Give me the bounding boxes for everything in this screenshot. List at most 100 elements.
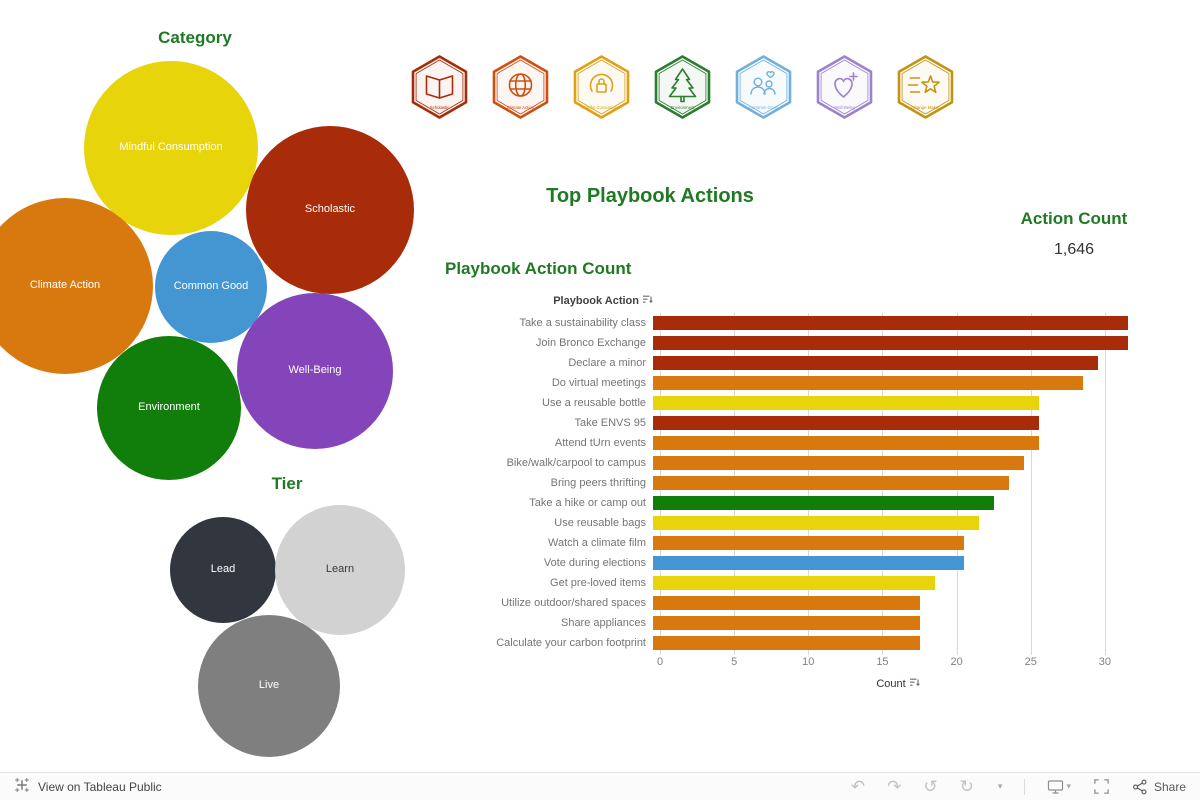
bar-label: Attend tUrn events [554,437,646,449]
bubble-well-being[interactable]: Well-Being [237,293,393,449]
refresh-icon[interactable]: ↻ [959,777,974,796]
badge-environment: Environment [651,54,714,120]
hexagon-inner [901,59,950,115]
badge-label: Climate Action [507,105,535,110]
gridline [1104,313,1106,655]
bubble-environment[interactable]: Environment [97,336,241,480]
footer-toolbar: View on Tableau Public ↶ ↷ ↺ ↻ ▾ ▾ Share [0,772,1200,800]
badge-well-being: Well-Being [813,54,876,120]
bar-label: Use reusable bags [554,517,646,529]
bar[interactable] [653,376,1084,390]
hexagon-inner [658,59,707,115]
x-ticks: 0 5 10 15 20 25 30 [657,653,1145,669]
bubble-scholastic[interactable]: Scholastic [246,126,414,294]
bar-label: Get pre-loved items [550,577,646,589]
badge-scholastic: Scholastic [408,54,471,120]
share-button[interactable]: Share [1132,779,1186,795]
chevron-down-icon: ▾ [1066,781,1071,791]
replay-icon[interactable]: ↺ [923,777,938,796]
hexagon-inner [820,59,869,115]
bar[interactable] [653,396,1039,410]
bar-label: Use a reusable bottle [542,397,646,409]
sort-icon[interactable] [642,294,653,308]
bar[interactable] [653,636,920,650]
bubble-mindful-consumption[interactable]: Mindful Consumption [84,61,258,235]
bubble-lead[interactable]: Lead [170,517,276,623]
sort-icon[interactable] [909,677,920,691]
hexagon-inner [496,59,545,115]
bar-chart-row: Get pre-loved items [433,573,1145,593]
bar[interactable] [653,456,1024,470]
bar-chart-row: Join Bronco Exchange [433,333,1145,353]
bar[interactable] [653,596,920,610]
bar-track [653,576,1145,590]
hexagon-outline [654,55,711,119]
bubble-label: Climate Action [29,279,101,292]
bar[interactable] [653,576,935,590]
bar[interactable] [653,616,920,630]
column-header-label: Playbook Action [553,295,639,307]
action-count-value: 1,646 [1053,241,1095,258]
bar[interactable] [653,356,1098,370]
bar-track [653,476,1145,490]
chevron-down-icon[interactable]: ▾ [997,781,1003,791]
bar-label: Join Bronco Exchange [535,337,646,349]
bar-chart-row: Take a hike or camp out [433,493,1145,513]
bar-chart-row: Attend tUrn events [433,433,1145,453]
bar[interactable] [653,496,995,510]
bar-track [653,536,1145,550]
x-tick-label: 10 [802,656,815,668]
bar-chart-row: Take ENVS 95 [433,413,1145,433]
globe-icon [508,73,533,97]
bar-chart-row: Bike/walk/carpool to campus [433,453,1145,473]
bar[interactable] [653,316,1128,330]
bubble-label: Common Good [173,280,249,293]
view-on-tableau-link[interactable]: View on Tableau Public [38,779,162,794]
badge-label: Common Good [749,105,779,110]
bar[interactable] [653,556,965,570]
page-title: Top Playbook Actions [546,185,754,207]
badge-common-good: Common Good [732,54,795,120]
bar[interactable] [653,436,1039,450]
bar-track [653,376,1145,390]
undo-icon[interactable]: ↶ [850,777,866,796]
badge-label: Environment [670,105,695,110]
bar[interactable] [653,516,980,530]
display-options-button[interactable]: ▾ [1047,779,1071,795]
hexagon-outline [816,55,873,119]
bar-chart-row: Declare a minor [433,353,1145,373]
bar-chart-row: Calculate your carbon footprint [433,633,1145,653]
bubble-label: Environment [138,401,200,414]
bar-track [653,416,1145,430]
badges-row: Scholastic Climate Action Mindful Consum… [408,54,957,120]
bubble-live[interactable]: Live [198,615,340,757]
redo-icon[interactable]: ↷ [887,777,902,796]
bar[interactable] [653,476,1009,490]
bar[interactable] [653,416,1039,430]
hexagon-outline [897,55,954,119]
tableau-logo-icon [14,777,30,796]
bubble-climate-action[interactable]: Climate Action [0,198,153,374]
x-tick-label: 5 [731,656,738,668]
x-axis-title: Count [660,677,1136,691]
book-icon [425,75,454,99]
toolbar-divider [1024,778,1026,795]
badge-label: Well-Being [834,105,855,110]
fullscreen-button[interactable] [1093,778,1110,795]
bar-chart-row: Use reusable bags [433,513,1145,533]
bar-label: Vote during elections [543,557,646,569]
bar-track [653,556,1145,570]
hexagon-inner [739,59,788,115]
bubble-common-good[interactable]: Common Good [155,231,267,343]
bar-track [653,616,1145,630]
bar[interactable] [653,336,1128,350]
bar-chart-row: Watch a climate film [433,533,1145,553]
bar[interactable] [653,536,965,550]
bar-chart-row: Do virtual meetings [433,373,1145,393]
bubble-label: Live [258,679,280,692]
x-tick-label: 30 [1098,656,1112,668]
hexagon-inner [415,59,464,115]
bubble-learn[interactable]: Learn [275,505,405,635]
bar-track [653,356,1145,370]
